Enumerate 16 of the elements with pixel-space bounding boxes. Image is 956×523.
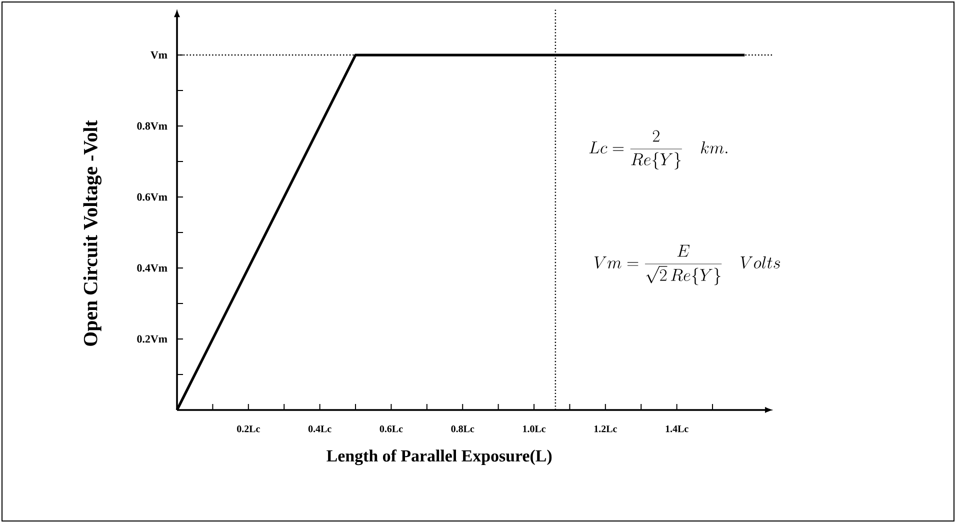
annotation: $Vm = \frac{E}{\sqrt{2}\,Re\{Y\}}\quad Volts$ (594, 244, 780, 286)
x-axis-title: Length of Parallel Exposure(L) (326, 450, 552, 466)
x-tick-label: 0.2Lc (237, 426, 260, 432)
annotation: $Lc = \frac{2}{Re\{Y\}}\quad km.$ (589, 130, 728, 170)
x-tick-label: 0.8Lc (451, 426, 474, 432)
x-tick-label: 1.0Lc (523, 426, 546, 432)
y-tick-label: Vm (150, 51, 168, 59)
y-tick-label: 0.2Vm (137, 335, 168, 343)
x-tick-label: 0.4Lc (308, 426, 332, 432)
x-tick-label: 0.6Lc (380, 426, 403, 432)
y-axis-title: Open Circuit Voltage -Volt (83, 120, 102, 346)
y-tick-label: 0.8Vm (137, 122, 168, 130)
y-tick-label: 0.6Vm (137, 193, 168, 201)
x-tick-label: 1.2Lc (594, 426, 617, 432)
x-tick-label: 1.4Lc (666, 426, 688, 432)
y-tick-label: 0.4Vm (137, 264, 168, 272)
